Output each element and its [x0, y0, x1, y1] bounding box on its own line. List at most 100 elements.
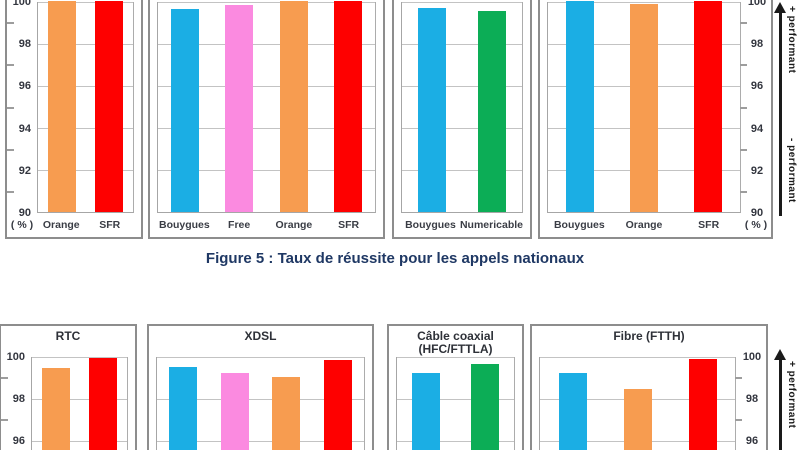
- chart-panel: RTC1009896949290( % ): [0, 324, 137, 450]
- y-axis-tick-label: 100: [742, 351, 762, 363]
- y-axis-tick-label: 98: [18, 38, 31, 51]
- gridline: [540, 356, 735, 358]
- figure-caption: Figure 5 : Taux de réussite pour les app…: [205, 250, 585, 267]
- y-axis-tick-label: 94: [750, 122, 764, 135]
- y-axis-tick-label: 92: [750, 164, 764, 177]
- y-axis-tick-label: 94: [18, 122, 31, 135]
- gridline: [38, 85, 133, 87]
- y-axis-minor-tick: [735, 377, 742, 380]
- y-axis-minor-tick: [7, 106, 14, 109]
- gridline: [158, 43, 375, 45]
- bar-sfr: [324, 360, 353, 450]
- gridline: [157, 398, 364, 400]
- bar-orange: [630, 4, 658, 212]
- gridline: [158, 128, 375, 130]
- y-axis-tick-label: 96: [18, 80, 31, 93]
- y-axis-minor-tick: [7, 22, 14, 25]
- y-axis-minor-tick: [740, 148, 747, 151]
- x-axis-category-label: Bouygues: [553, 219, 605, 231]
- y-axis-unit-label: ( % ): [10, 219, 34, 231]
- performance-arrow: [779, 11, 782, 216]
- performance-arrow: [779, 358, 782, 450]
- y-axis-minor-tick: [740, 64, 747, 67]
- y-axis-minor-tick: [7, 64, 14, 67]
- x-axis-category-label: SFR: [99, 219, 121, 231]
- chart-panel: 100 98 96 94 92 90( % ) Bouygues Orange SFR: [538, 0, 773, 239]
- y-axis-tick-label: 96: [745, 435, 759, 448]
- gridline: [38, 128, 133, 130]
- gridline: [38, 1, 133, 3]
- x-axis-category-label: Orange: [275, 219, 313, 231]
- y-axis-minor-tick: [735, 419, 742, 422]
- gridline: [397, 440, 514, 442]
- x-axis-category-label: SFR: [698, 219, 720, 231]
- panel-title: Câble coaxial (HFC/FTTLA): [417, 329, 494, 356]
- gridline: [402, 170, 522, 172]
- gridline: [397, 398, 514, 400]
- bar-orange: [41, 367, 70, 450]
- x-axis-category-row: Orange SFR: [37, 219, 134, 231]
- bar-sfr: [688, 359, 717, 450]
- gridline: [402, 1, 522, 3]
- gridline: [32, 440, 127, 442]
- bar-bouygues: [168, 366, 197, 450]
- bar-orange: [279, 1, 308, 212]
- y-axis-tick-label: 90: [18, 207, 31, 219]
- bar-bouygues: [412, 372, 441, 450]
- x-axis-category-label: Orange: [625, 219, 663, 231]
- gridline: [540, 398, 735, 400]
- x-axis-category-row: Bouygues Numericable: [401, 219, 523, 231]
- panel-title: XDSL: [244, 329, 277, 343]
- plot-area: [396, 356, 515, 450]
- plot-area: [401, 1, 523, 213]
- y-axis-minor-tick: [740, 106, 747, 109]
- gridline: [540, 440, 735, 442]
- x-axis-category-label: Orange: [42, 219, 80, 231]
- gridline: [157, 440, 364, 442]
- gridline: [397, 356, 514, 358]
- gridline: [548, 170, 740, 172]
- bar-numericable: [470, 364, 499, 450]
- y-axis-minor-tick: [7, 190, 14, 193]
- chart-panel: Bouygues Numericable: [392, 0, 532, 239]
- gridline: [402, 85, 522, 87]
- gridline: [548, 85, 740, 87]
- panel-title: Fibre (FTTH): [613, 329, 685, 343]
- y-axis-tick-label: 98: [745, 393, 759, 406]
- y-axis-minor-tick: [7, 148, 14, 151]
- plot-area: [156, 356, 365, 450]
- y-axis-tick-label: 90: [750, 207, 764, 219]
- gridline: [32, 356, 127, 358]
- chart-panel: Câble coaxial (HFC/FTTLA): [387, 324, 524, 450]
- y-axis-tick-label: 98: [12, 393, 25, 406]
- gridline: [548, 1, 740, 3]
- y-axis-tick-label: 98: [750, 38, 764, 51]
- y-axis-tick-label: 96: [750, 80, 764, 93]
- gridline: [548, 128, 740, 130]
- x-axis-category-row: Bouygues Free Orange SFR: [157, 219, 376, 231]
- plot-area: [547, 1, 741, 213]
- plot-area: [31, 356, 128, 450]
- plot-area: [37, 1, 134, 213]
- bar-orange: [272, 377, 301, 450]
- y-axis-tick-label: 92: [18, 164, 31, 177]
- gridline: [32, 398, 127, 400]
- chart-panel: 100 98 96 94 92 90( % ) Orange SFR: [5, 0, 143, 239]
- bar-bouygues: [418, 8, 446, 212]
- bar-bouygues: [566, 1, 594, 212]
- bar-sfr: [333, 1, 362, 212]
- performance-arrow-head: [774, 2, 786, 13]
- bar-bouygues: [558, 372, 587, 450]
- bar-free: [220, 372, 249, 450]
- y-axis-tick-label: 100: [6, 351, 25, 363]
- performant-plus-label: + performant: [786, 361, 797, 429]
- bar-bouygues: [171, 9, 200, 212]
- bar-orange: [47, 1, 76, 212]
- x-axis-category-label: Free: [228, 219, 251, 231]
- gridline: [158, 170, 375, 172]
- y-axis-minor-tick: [740, 190, 747, 193]
